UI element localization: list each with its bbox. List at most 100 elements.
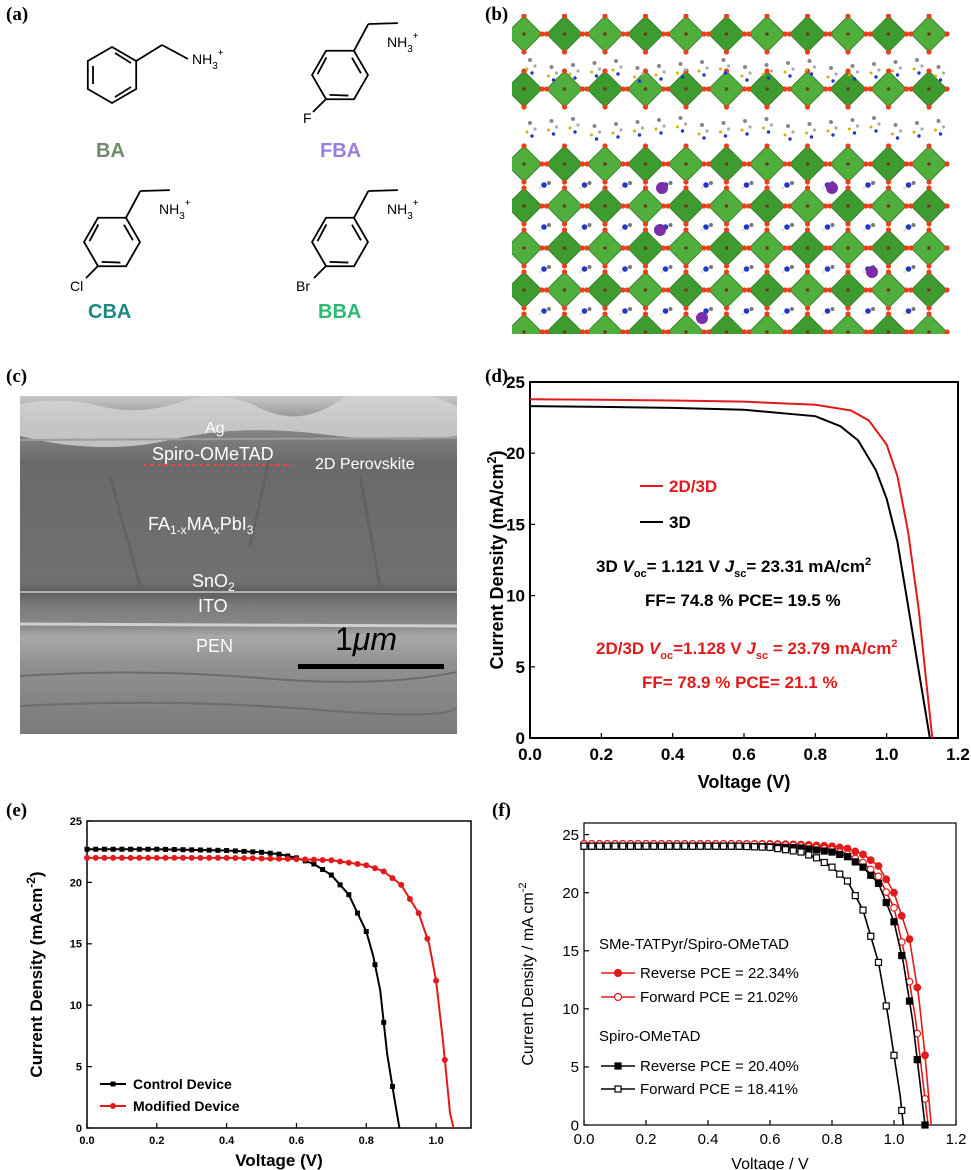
carbon-atom — [571, 63, 575, 67]
iodide-atom — [845, 269, 851, 275]
modified-point — [354, 860, 361, 867]
spiro-reverse-point — [828, 848, 836, 856]
octahedron — [586, 313, 624, 334]
iodide-atom — [741, 203, 748, 209]
lead-atom — [643, 246, 648, 250]
carbon-atom — [915, 58, 919, 62]
halogen-atom — [590, 133, 593, 137]
x-tick-label: 0.6 — [760, 1131, 781, 1148]
carbon-atom — [911, 265, 916, 269]
iodide-atom — [624, 86, 631, 92]
hydrogen-atom — [700, 228, 704, 232]
iodide-atom — [683, 49, 689, 55]
iodide-atom — [885, 179, 892, 185]
smetatpyr-forward-point — [890, 903, 898, 912]
modified-point — [267, 855, 274, 862]
spiro-forward-point — [867, 932, 875, 940]
control-point — [328, 872, 334, 878]
iodide-atom — [863, 287, 869, 293]
iodide-atom — [543, 245, 550, 251]
carbon-atom — [726, 64, 731, 68]
hydrogen-atom — [619, 270, 623, 274]
iodide-atom — [723, 14, 730, 19]
spiro-reverse-point — [836, 850, 844, 858]
iodide-atom — [602, 104, 608, 110]
carbon-atom — [547, 265, 551, 269]
lead-atom — [522, 288, 526, 292]
smetatpyr-reverse-point — [921, 1051, 929, 1060]
carbon-atom — [657, 118, 661, 122]
iodide-atom — [683, 221, 689, 227]
control-point — [320, 867, 326, 873]
iodide-atom — [741, 245, 748, 251]
y-tick-label: 5 — [516, 658, 525, 677]
iodide-atom — [642, 179, 649, 185]
nitrogen-atom — [703, 308, 709, 314]
iodide-atom — [822, 86, 829, 92]
control-point — [145, 846, 151, 852]
lead-atom — [562, 246, 567, 250]
iodide-atom — [543, 31, 550, 37]
control-point — [372, 962, 378, 968]
lead-atom — [886, 32, 891, 36]
control-point — [93, 846, 99, 852]
iodide-atom — [579, 86, 586, 92]
iodide-atom — [665, 287, 671, 293]
nitrogen-atom — [573, 76, 577, 80]
iodide-atom — [602, 221, 608, 227]
octahedron — [626, 313, 665, 334]
iodide-atom — [764, 221, 770, 227]
iodide-atom — [827, 287, 833, 293]
iodide-atom — [822, 31, 829, 37]
carbon-atom — [709, 265, 713, 269]
iodide-atom — [764, 104, 770, 110]
molecule-label-cba: CBA — [88, 301, 131, 323]
lead-atom — [886, 330, 891, 334]
iodide-atom — [660, 245, 667, 251]
x-axis-label: Voltage (V) — [698, 772, 791, 792]
iodide-atom — [705, 31, 712, 37]
halogen-atom — [697, 69, 701, 73]
nitrogen-atom — [594, 74, 599, 78]
carbon-atom — [640, 72, 645, 76]
panel-c-sem-image: Ag Spiro-OMeTAD 2D Perovskite FA1-xMAxPb… — [20, 396, 457, 734]
iodide-atom — [705, 329, 712, 334]
nitrogen-atom — [938, 132, 943, 136]
spiro-forward-point — [890, 1051, 898, 1059]
iodide-atom — [683, 185, 689, 191]
halogen-atom — [525, 130, 529, 134]
iodide-atom — [746, 31, 752, 37]
lead-atom — [805, 204, 810, 208]
iodide-atom — [903, 161, 910, 167]
carbon-atom — [683, 68, 688, 72]
hydrogen-atom — [619, 312, 623, 316]
nitrogen-atom — [703, 182, 709, 188]
iodide-atom — [723, 227, 730, 233]
iodide-atom — [723, 179, 730, 185]
carbon-atom — [533, 64, 537, 68]
iodide-atom — [660, 31, 667, 37]
x-tick-label: 0.2 — [149, 1135, 164, 1147]
modified-point — [302, 856, 309, 863]
carbon-atom — [705, 66, 709, 70]
carbon-atom — [743, 65, 747, 69]
iodide-atom — [701, 329, 707, 334]
fba-nh3-group: NH3+ — [387, 31, 419, 55]
carbon-atom — [790, 181, 794, 185]
x-tick-label: 0.6 — [732, 745, 756, 764]
carbon-atom — [619, 65, 623, 69]
carbon-atom — [748, 125, 752, 129]
legend-header-smetatpyr: SMe-TATPyr/Spiro-OMeTAD — [599, 936, 789, 953]
halogen-atom — [891, 132, 894, 136]
spiro-forward-point — [626, 842, 635, 850]
control-point — [180, 847, 186, 853]
molecule-bba — [303, 177, 421, 280]
lead-atom — [562, 330, 567, 334]
control-point — [197, 847, 203, 853]
smetatpyr-forward-point — [874, 872, 883, 881]
lead-atom — [765, 204, 769, 208]
iodide-atom — [926, 305, 932, 311]
iodide-atom — [543, 161, 550, 167]
iodide-atom — [944, 245, 950, 251]
halogen-atom — [547, 74, 550, 78]
